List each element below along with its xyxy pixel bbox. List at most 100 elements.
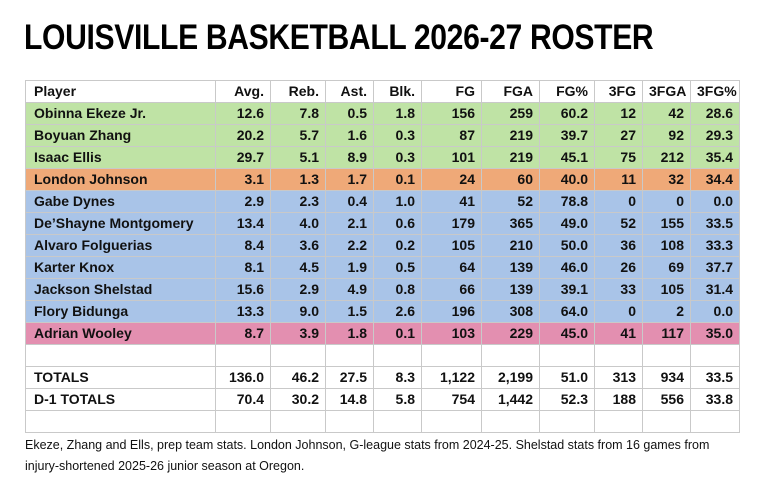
stat-cell: 1,442 [481,388,540,411]
player-name-cell: Obinna Ekeze Jr. [25,102,216,125]
stat-cell: 29.3 [690,124,740,147]
stat-cell: 46.2 [270,366,326,389]
stat-cell: 14.8 [325,388,374,411]
table-row [25,344,740,367]
column-header-ast: Ast. [325,80,374,103]
player-name-cell: Boyuan Zhang [25,124,216,147]
stat-cell: 8.1 [215,256,271,279]
stat-cell: 9.0 [270,300,326,323]
stat-cell: 35.0 [690,322,740,345]
stat-cell: 2.3 [270,190,326,213]
stat-cell: 0.2 [373,234,422,257]
stat-cell: 0.5 [373,256,422,279]
table-row: De’Shayne Montgomery 13.4 4.0 2.1 0.6 179 365 4… [25,212,740,235]
stat-cell: 556 [642,388,691,411]
stat-cell: 188 [594,388,643,411]
stat-cell: 4.5 [270,256,326,279]
stat-cell: 69 [642,256,691,279]
stat-cell: 92 [642,124,691,147]
stat-cell: 75 [594,146,643,169]
stat-cell: 2.9 [270,278,326,301]
stat-cell: 87 [421,124,482,147]
stat-cell [373,410,422,433]
stat-cell: 0.4 [325,190,374,213]
stat-cell [594,344,643,367]
stat-cell: 1.8 [373,102,422,125]
stat-cell: 60 [481,168,540,191]
stat-cell: 27.5 [325,366,374,389]
stat-cell: 78.8 [539,190,595,213]
stat-cell: 4.0 [270,212,326,235]
player-name-cell [25,410,216,433]
stat-cell: 3.6 [270,234,326,257]
stat-cell: 0.0 [690,300,740,323]
column-header-avg: Avg. [215,80,271,103]
column-header-fg-pct: FG% [539,80,595,103]
table-header-row: Player Avg. Reb. Ast. Blk. FG FGA FG% 3F… [25,80,740,103]
stat-cell: 7.8 [270,102,326,125]
stat-cell: 40.0 [539,168,595,191]
stat-cell: 934 [642,366,691,389]
column-header-blk: Blk. [373,80,422,103]
footnote: Ekeze, Zhang and Ells, prep team stats. … [25,438,710,473]
stat-cell: 103 [421,322,482,345]
player-name-cell: Isaac Ellis [25,146,216,169]
stat-cell: 8.4 [215,234,271,257]
stat-cell [421,410,482,433]
stat-cell: 3.9 [270,322,326,345]
stat-cell: 41 [594,322,643,345]
stat-cell: 2.1 [325,212,374,235]
stat-cell: 156 [421,102,482,125]
stat-cell: 210 [481,234,540,257]
stat-cell: 1.7 [325,168,374,191]
stat-cell [642,410,691,433]
stat-cell: 0 [642,190,691,213]
stat-cell: 219 [481,146,540,169]
stat-cell: 0.3 [373,146,422,169]
roster-table-body: Obinna Ekeze Jr. 12.6 7.8 0.5 1.8 156 259 60.2 1… [25,102,740,433]
stat-cell: 136.0 [215,366,271,389]
stat-cell [373,344,422,367]
stat-cell: 39.1 [539,278,595,301]
stat-cell: 5.8 [373,388,422,411]
stat-cell: 1.5 [325,300,374,323]
stat-cell [215,344,271,367]
table-row: Obinna Ekeze Jr. 12.6 7.8 0.5 1.8 156 259 60.2 1… [25,102,740,125]
stat-cell: 45.0 [539,322,595,345]
stat-cell: 1,122 [421,366,482,389]
stat-cell: 51.0 [539,366,595,389]
column-header-3fg-pct: 3FG% [690,80,740,103]
stat-cell: 1.3 [270,168,326,191]
player-name-cell: De’Shayne Montgomery [25,212,216,235]
stat-cell: 1.6 [325,124,374,147]
stat-cell: 1.8 [325,322,374,345]
table-row: Isaac Ellis 29.7 5.1 8.9 0.3 101 219 45.1 75 212 3… [25,146,740,169]
player-name-cell [25,344,216,367]
stat-cell: 0.3 [373,124,422,147]
stat-cell: 0.1 [373,322,422,345]
stat-cell: 2,199 [481,366,540,389]
stat-cell: 0.8 [373,278,422,301]
stat-cell: 0 [594,300,643,323]
column-header-player: Player [25,80,216,103]
table-row: Jackson Shelstad 15.6 2.9 4.9 0.8 66 139 39.1 33… [25,278,740,301]
stat-cell: 24 [421,168,482,191]
page-title: LOUISVILLE BASKETBALL 2026-27 ROSTER [24,18,654,57]
stat-cell: 117 [642,322,691,345]
stat-cell [594,410,643,433]
stat-cell: 139 [481,278,540,301]
table-row: Gabe Dynes 2.9 2.3 0.4 1.0 41 52 78.8 0 0 0.0 [25,190,740,213]
table-row: Boyuan Zhang 20.2 5.7 1.6 0.3 87 219 39.7 27 92 29… [25,124,740,147]
stat-cell: 8.3 [373,366,422,389]
stat-cell: 33 [594,278,643,301]
stat-cell: 5.1 [270,146,326,169]
stat-cell: 8.7 [215,322,271,345]
column-header-3fg: 3FG [594,80,643,103]
stat-cell: 20.2 [215,124,271,147]
stat-cell: 13.4 [215,212,271,235]
stat-cell: 34.4 [690,168,740,191]
table-row: TOTALS 136.0 46.2 27.5 8.3 1,122 2,199 51.0 313 9… [25,366,740,389]
stat-cell: 0 [594,190,643,213]
stat-cell: 754 [421,388,482,411]
stat-cell: 33.5 [690,212,740,235]
